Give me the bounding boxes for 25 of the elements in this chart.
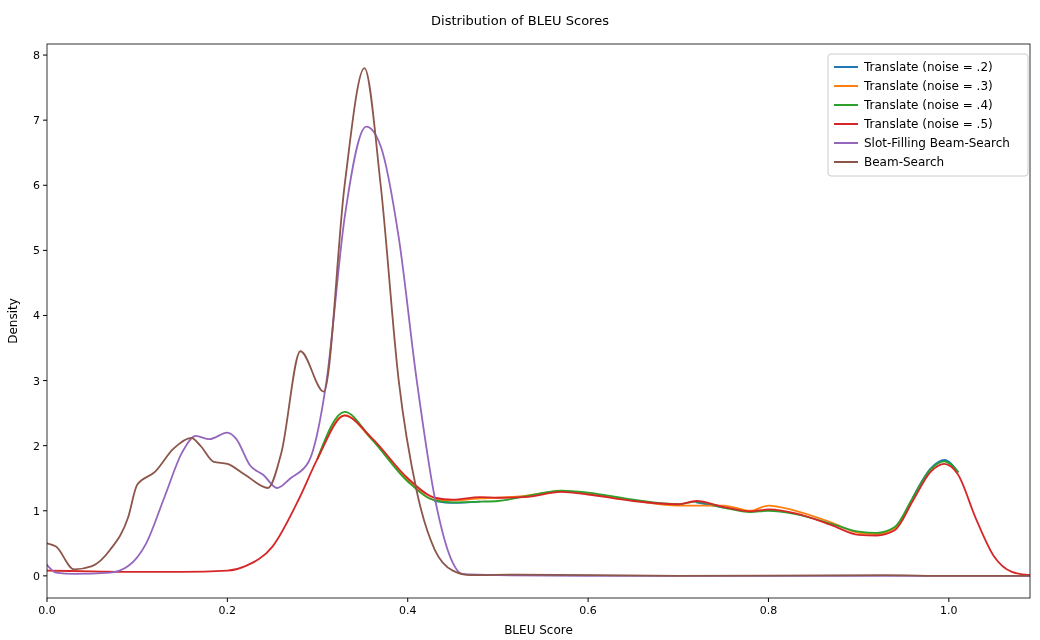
legend-label: Slot-Filling Beam-Search [864, 136, 1010, 150]
x-tick-label: 0.0 [38, 604, 56, 617]
legend-label: Translate (noise = .3) [863, 79, 993, 93]
legend-label: Translate (noise = .2) [863, 60, 993, 74]
x-tick-label: 0.6 [579, 604, 597, 617]
y-tick-label: 5 [33, 244, 40, 258]
chart-title: Distribution of BLEU Scores [431, 13, 610, 28]
y-tick-label: 7 [33, 114, 40, 128]
y-tick-label: 3 [33, 374, 40, 388]
x-tick-label: 0.8 [759, 604, 778, 617]
x-axis-title: BLEU Score [504, 623, 573, 637]
legend-label: Translate (noise = .5) [863, 117, 993, 131]
y-axis-title: Density [6, 298, 20, 344]
y-tick-label: 4 [33, 309, 40, 323]
y-tick-label: 8 [33, 49, 40, 63]
legend-label: Beam-Search [864, 155, 945, 169]
y-tick-label: 2 [33, 439, 40, 453]
x-tick-label: 1.0 [940, 604, 958, 617]
y-tick-label: 1 [33, 504, 40, 518]
legend-label: Translate (noise = .4) [863, 98, 993, 112]
x-tick-label: 0.2 [218, 604, 237, 617]
y-tick-label: 0 [33, 569, 40, 583]
line-series [47, 414, 1030, 577]
x-tick-label: 0.4 [398, 604, 417, 617]
y-tick-label: 6 [33, 179, 40, 193]
